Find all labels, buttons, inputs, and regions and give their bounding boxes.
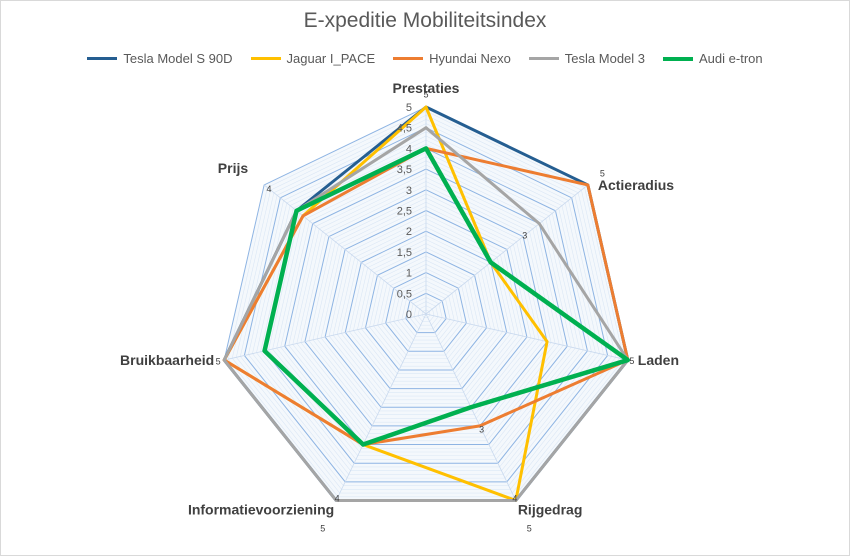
minor-gridline <box>332 218 520 401</box>
minor-gridline <box>421 309 431 319</box>
legend-label: Jaguar I_PACE <box>286 51 376 66</box>
minor-gridline <box>312 197 540 419</box>
minor-gridline <box>361 247 491 374</box>
major-gridline <box>364 251 488 371</box>
tick-label: 2 <box>406 226 412 238</box>
axis-spoke <box>425 184 589 315</box>
minor-gridline <box>231 114 621 494</box>
legend-label: Hyundai Nexo <box>429 51 511 66</box>
tick-label: 0 <box>406 309 412 321</box>
minor-gridline <box>389 276 463 348</box>
chart-legend: Tesla Model S 90D Jaguar I_PACE Hyundai Ne… <box>1 51 849 66</box>
minor-gridline <box>240 123 612 486</box>
data-label: 4 <box>512 494 517 504</box>
minor-gridline <box>280 164 572 449</box>
minor-gridline <box>397 284 455 341</box>
minor-gridline <box>288 172 564 442</box>
tick-label: 0,5 <box>397 288 412 300</box>
data-label: 5 <box>527 523 532 533</box>
minor-gridline <box>252 135 600 475</box>
axis-label-prestaties: Prestaties <box>393 80 460 96</box>
minor-gridline <box>377 263 475 360</box>
minor-gridline <box>373 259 479 363</box>
axis-label-prijs: Prijs <box>218 160 249 176</box>
tick-label: 3,5 <box>397 164 412 176</box>
legend-swatch <box>393 57 424 60</box>
minor-gridline <box>316 201 536 416</box>
minor-gridline <box>369 255 483 367</box>
data-label: 5 <box>629 356 634 366</box>
minor-gridline <box>292 177 560 438</box>
tick-label: 1,5 <box>397 247 412 259</box>
minor-gridline <box>401 288 451 337</box>
legend-swatch <box>250 57 281 60</box>
minor-gridline <box>381 268 471 356</box>
legend-swatch <box>87 57 118 60</box>
tick-label: 5 <box>406 102 412 114</box>
minor-gridline <box>328 214 524 404</box>
legend-label: Audi e-tron <box>699 51 763 66</box>
data-label: 4 <box>267 184 272 194</box>
legend-swatch <box>663 56 694 61</box>
data-label: 3 <box>522 230 527 240</box>
tick-label: 4 <box>406 143 412 155</box>
minor-gridline <box>256 139 596 471</box>
minor-gridline <box>248 131 604 479</box>
axis-spoke <box>335 313 427 501</box>
legend-item: Tesla Model S 90D <box>87 51 233 66</box>
data-label: 5 <box>216 356 221 366</box>
legend-label: Tesla Model S 90D <box>123 51 233 66</box>
major-gridline <box>405 292 447 334</box>
minor-gridline <box>272 156 580 457</box>
axis-label-actieradius: Actieradius <box>598 177 674 193</box>
tick-label: 1 <box>406 268 412 280</box>
axis-label-rijgedrag: Rijgedrag <box>518 502 583 518</box>
data-label: 5 <box>600 168 605 178</box>
minor-gridline <box>235 119 617 490</box>
minor-gridline <box>320 206 532 412</box>
major-gridline <box>385 272 467 352</box>
minor-gridline <box>393 280 459 345</box>
legend-swatch <box>528 57 559 60</box>
data-label: 5 <box>320 523 325 533</box>
minor-gridline <box>300 185 552 430</box>
axis-label-informatievoorziening: Informatievoorziening <box>188 502 334 518</box>
tick-label: 3 <box>406 185 412 197</box>
major-gridline <box>344 230 508 390</box>
legend-item: Hyundai Nexo <box>393 51 511 66</box>
axis-label-bruikbaarheid: Bruikbaarheid <box>120 352 214 368</box>
major-gridline <box>304 189 548 427</box>
axis-label-laden: Laden <box>638 352 679 368</box>
major-gridline <box>284 168 568 446</box>
minor-gridline <box>413 301 439 326</box>
minor-gridline <box>227 110 625 498</box>
data-label: 4 <box>335 494 340 504</box>
minor-gridline <box>417 305 435 322</box>
data-label: 3 <box>479 425 484 435</box>
data-label: 5 <box>423 90 428 100</box>
series-line-tesla-model-3 <box>222 126 630 503</box>
legend-item: Tesla Model 3 <box>528 51 646 66</box>
axis-spoke <box>425 313 628 361</box>
axis-spoke <box>224 313 427 361</box>
axis-spoke <box>263 184 427 315</box>
chart-title: E-xpeditie Mobiliteitsindex <box>303 9 547 32</box>
minor-gridline <box>353 239 499 382</box>
minor-gridline <box>268 152 584 460</box>
minor-gridline <box>357 243 495 378</box>
legend-label: Tesla Model 3 <box>564 51 646 66</box>
tick-label: 2,5 <box>397 206 412 218</box>
legend-item: Jaguar I_PACE <box>250 51 376 66</box>
major-gridline <box>324 209 528 408</box>
tick-label: 4,5 <box>397 123 412 135</box>
minor-gridline <box>348 235 504 386</box>
series-line-audi-e-tron <box>262 146 631 447</box>
minor-gridline <box>409 297 443 330</box>
legend-item: Audi e-tron <box>663 51 763 66</box>
major-gridline <box>243 127 609 483</box>
